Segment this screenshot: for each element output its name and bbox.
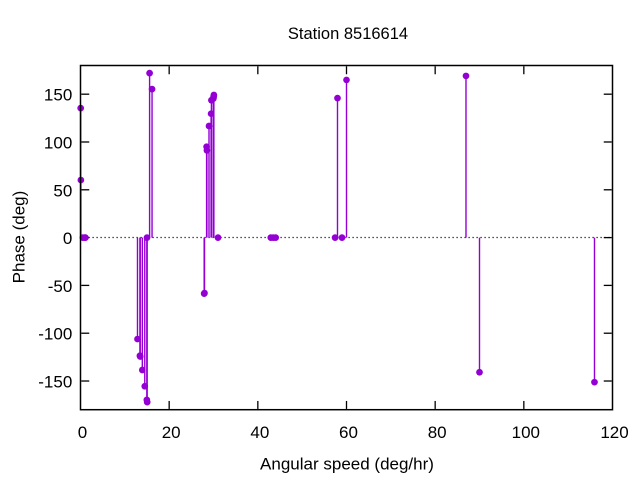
- y-tick-label: 50: [53, 181, 72, 200]
- data-points: [77, 69, 598, 406]
- y-tick-label: -150: [38, 372, 72, 391]
- x-tick-label: 20: [162, 423, 181, 442]
- data-point-marker: [205, 122, 213, 130]
- chart-title: Station 8516614: [288, 25, 408, 43]
- data-point-marker: [141, 382, 149, 390]
- data-point-marker: [146, 69, 153, 77]
- y-tick-label: 100: [44, 133, 72, 152]
- data-point-marker: [591, 378, 598, 386]
- tick-labels: 0 20 40 60 80 100 120 -150 -100 -50 0 50 100 150: [38, 86, 628, 442]
- data-point-marker: [214, 234, 222, 241]
- data-point-marker: [143, 398, 151, 406]
- data-point-marker: [462, 72, 470, 80]
- x-axis-label: Angular speed (deg/hr): [260, 455, 434, 474]
- data-point-marker: [148, 85, 156, 93]
- data-point-marker: [338, 234, 346, 241]
- data-point-marker: [136, 353, 144, 360]
- data-point-marker: [272, 234, 280, 241]
- tick-marks: [81, 66, 612, 409]
- x-tick-label: 100: [512, 423, 540, 442]
- y-tick-label: 150: [44, 86, 72, 105]
- x-tick-label: 0: [78, 423, 87, 442]
- data-point-marker: [343, 76, 350, 84]
- y-tick-label: -50: [48, 277, 73, 296]
- data-point-marker: [134, 335, 141, 343]
- data-point-marker: [201, 289, 208, 297]
- data-point-marker: [210, 91, 218, 99]
- y-axis-label: Phase (deg): [10, 191, 29, 284]
- plot-border: [79, 64, 614, 411]
- data-point-marker: [331, 234, 339, 241]
- data-point-marker: [138, 366, 146, 374]
- x-tick-label: 60: [339, 423, 358, 442]
- x-tick-label: 80: [428, 423, 447, 442]
- data-point-marker: [143, 234, 151, 241]
- x-tick-label: 120: [600, 423, 628, 442]
- data-point-marker: [476, 368, 483, 376]
- data-point-marker: [334, 94, 341, 102]
- data-point-marker: [82, 234, 89, 241]
- y-tick-label: -100: [38, 325, 72, 344]
- data-point-marker: [203, 147, 211, 154]
- x-tick-label: 40: [250, 423, 269, 442]
- y-tick-label: 0: [63, 229, 72, 248]
- data-point-marker: [207, 110, 215, 118]
